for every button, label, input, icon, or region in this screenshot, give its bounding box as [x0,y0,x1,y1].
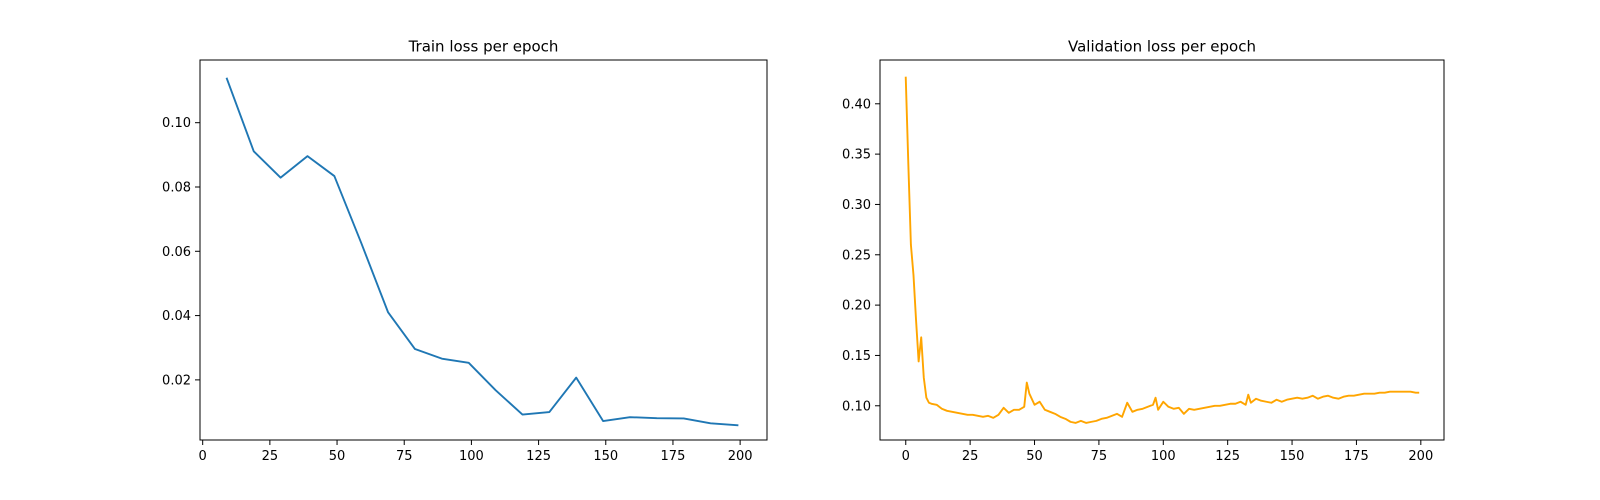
x-tick-label: 175 [1344,449,1369,464]
x-tick-label: 150 [593,449,618,464]
validation-loss-title: Validation loss per epoch [1068,38,1256,56]
y-tick-label: 0.06 [162,245,191,260]
y-tick-label: 0.08 [162,180,191,195]
x-tick-label: 25 [962,449,979,464]
train-axes-frame [199,59,768,441]
x-tick-label: 100 [459,449,484,464]
train-loss-chart: Train loss per epoch 0 25 50 75 100 125 150 175… [162,38,768,464]
train-loss-title: Train loss per epoch [408,38,559,56]
x-tick-label: 50 [329,449,346,464]
x-tick-label: 0 [199,449,207,464]
x-tick-label: 75 [396,449,413,464]
y-tick-label: 0.30 [842,198,871,213]
x-tick-label: 150 [1280,449,1305,464]
x-tick-label: 100 [1151,449,1176,464]
x-tick-label: 200 [1408,449,1433,464]
validation-axes-frame [879,59,1445,441]
x-tick-label: 0 [902,449,910,464]
x-tick-label: 75 [1091,449,1108,464]
y-tick-label: 0.15 [842,349,871,364]
validation-loss-chart: Validation loss per epoch 0 25 50 75 100 125 1… [842,38,1445,464]
y-tick-label: 0.10 [842,399,871,414]
x-tick-label: 125 [526,449,551,464]
y-tick-label: 0.40 [842,97,871,112]
y-tick-label: 0.04 [162,309,191,324]
y-tick-label: 0.02 [162,373,191,388]
x-tick-label: 175 [661,449,686,464]
x-tick-label: 125 [1215,449,1240,464]
x-tick-label: 25 [262,449,279,464]
y-tick-label: 0.10 [162,116,191,131]
y-tick-label: 0.20 [842,299,871,314]
train-loss-line [225,77,739,427]
y-tick-label: 0.25 [842,248,871,263]
x-tick-label: 50 [1026,449,1043,464]
x-tick-label: 200 [728,449,753,464]
y-tick-label: 0.35 [842,148,871,163]
